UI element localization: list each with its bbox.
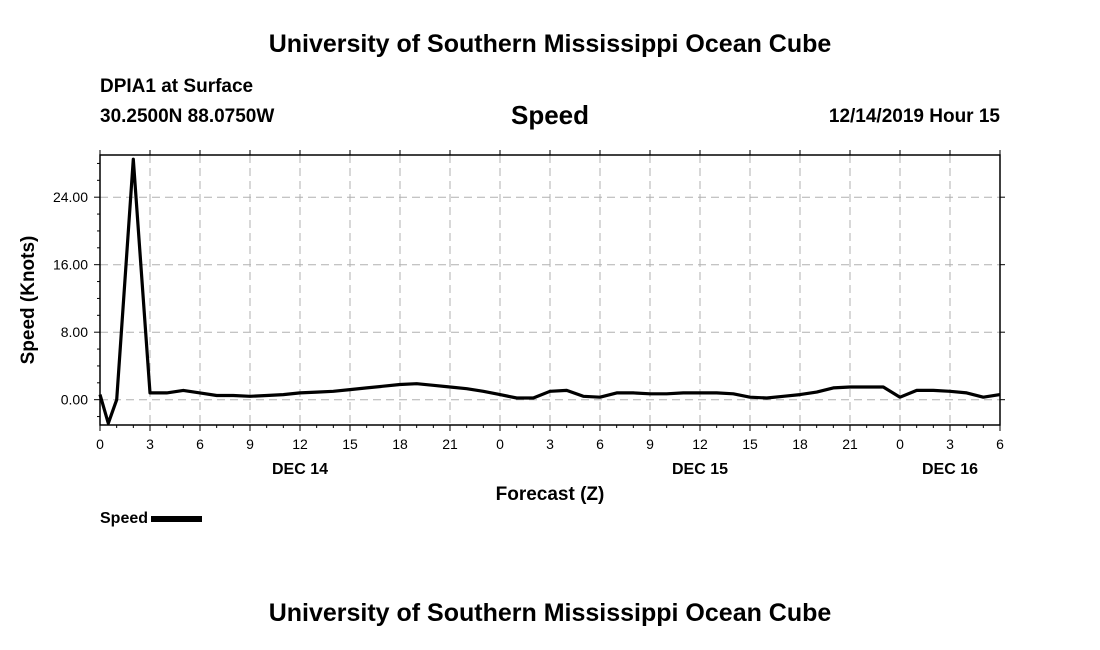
y-tick-label: 8.00 xyxy=(61,324,88,340)
x-tick-label: 15 xyxy=(342,436,358,452)
main-title: University of Southern Mississippi Ocean… xyxy=(268,30,832,58)
x-tick-label: 3 xyxy=(546,436,554,452)
x-tick-label: 15 xyxy=(742,436,758,452)
legend: Speed xyxy=(100,510,203,528)
x-tick-label: 21 xyxy=(442,436,458,452)
x-tick-label: 0 xyxy=(896,436,904,452)
x-tick-label: 6 xyxy=(596,436,604,452)
forecast-datetime: 12/14/2019 Hour 15 xyxy=(828,106,1000,127)
x-tick-label: 18 xyxy=(792,436,808,452)
x-tick-label: 21 xyxy=(842,436,858,452)
x-tick-label: 6 xyxy=(996,436,1004,452)
x-tick-label: 18 xyxy=(392,436,408,452)
coordinates-label: 30.2500N 88.0750W xyxy=(100,106,275,127)
station-label: DPIA1 at Surface xyxy=(100,76,254,97)
date-label: DEC 16 xyxy=(922,461,978,478)
x-tick-label: 0 xyxy=(496,436,504,452)
x-tick-label: 6 xyxy=(196,436,204,452)
x-tick-label: 12 xyxy=(292,436,308,452)
x-tick-label: 12 xyxy=(692,436,708,452)
x-tick-label: 9 xyxy=(246,436,254,452)
x-axis-label: Forecast (Z) xyxy=(496,484,605,505)
y-tick-label: 16.00 xyxy=(53,257,88,273)
y-tick-label: 24.00 xyxy=(53,189,88,205)
date-label: DEC 15 xyxy=(672,461,728,478)
speed-series-line xyxy=(98,157,1001,425)
x-tick-label: 3 xyxy=(946,436,954,452)
date-label: DEC 14 xyxy=(272,461,328,478)
x-tick-label: 9 xyxy=(646,436,654,452)
x-tick-label: 0 xyxy=(96,436,104,452)
y-axis-label: Speed (Knots) xyxy=(18,236,39,365)
legend-label: Speed xyxy=(100,510,149,527)
x-tick-label: 3 xyxy=(146,436,154,452)
legend-swatch xyxy=(151,516,203,522)
chart-title: Speed xyxy=(510,100,590,130)
footer-title: University of Southern Mississippi Ocean… xyxy=(268,599,832,627)
y-tick-label: 0.00 xyxy=(61,392,88,408)
